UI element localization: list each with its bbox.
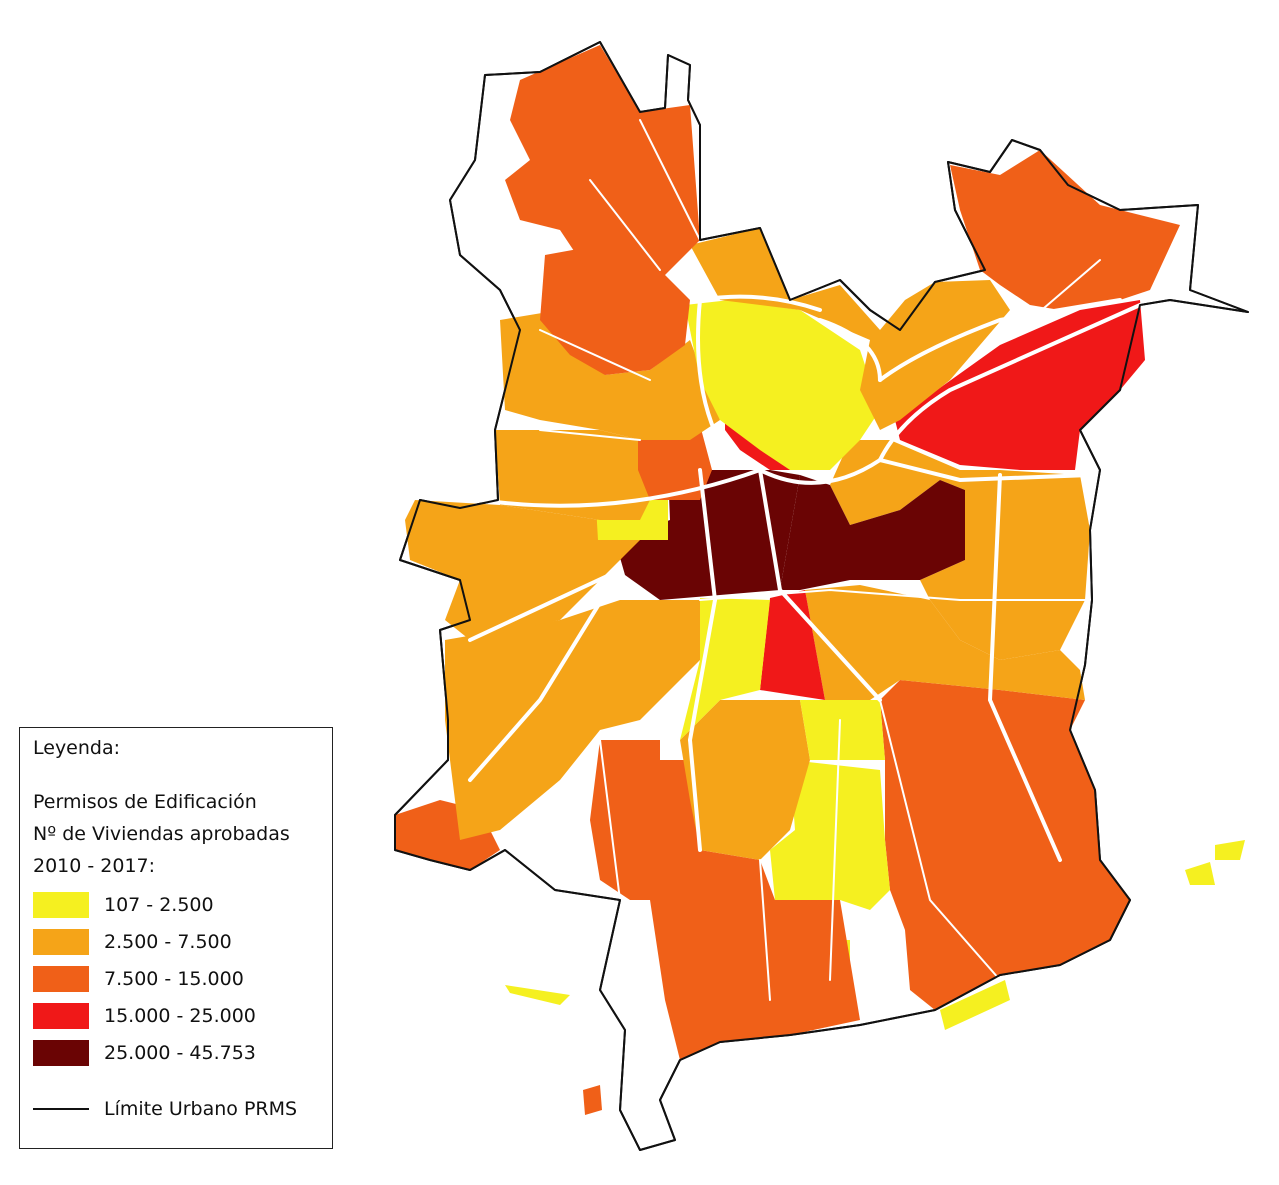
zone-san-miguel — [760, 590, 825, 700]
legend-subtitle-line-1: Permisos de Edificación — [33, 791, 257, 813]
zone-puente-alto-w — [650, 760, 860, 1060]
zone-pudahuel — [405, 500, 640, 640]
road-line — [698, 294, 822, 312]
road-line — [478, 468, 762, 508]
zone-nunoa — [830, 440, 1090, 660]
road-line — [698, 468, 717, 602]
zone-pac — [680, 598, 770, 740]
zone-west-b — [495, 430, 650, 520]
road-line — [599, 739, 621, 901]
zone-la-cisterna — [800, 700, 885, 760]
road-line — [589, 179, 661, 271]
zone-island-1 — [505, 985, 570, 1005]
boundary-line-symbol — [33, 1108, 89, 1110]
road-line — [539, 429, 641, 441]
road-line — [829, 719, 841, 981]
legend-swatch-1 — [33, 891, 89, 918]
legend-boundary-item: Límite Urbano PRMS — [33, 1098, 332, 1120]
zone-la-florida-n — [805, 585, 1085, 700]
legend-class-label-1: 107 - 2.500 — [104, 893, 214, 916]
road-line — [878, 303, 1142, 462]
legend-subtitle-line-2: Nº de Viviendas aprobadas — [33, 823, 290, 845]
road-line — [778, 588, 882, 702]
legend-class-label-2: 2.500 - 7.500 — [104, 930, 232, 953]
legend-class-3: 7.500 - 15.000 — [33, 960, 332, 997]
road-line — [758, 468, 782, 592]
road-line — [688, 598, 717, 742]
zone-west-a — [500, 310, 720, 440]
legend-subtitle-line-3: 2010 - 2017: — [33, 855, 156, 877]
road-line — [818, 318, 882, 382]
zone-maipu — [445, 600, 700, 840]
road-line — [696, 298, 732, 462]
road-line — [878, 298, 1122, 382]
road-line — [699, 588, 1086, 601]
road-line — [878, 458, 1092, 483]
legend-class-5: 25.000 - 45.753 — [33, 1034, 332, 1071]
zone-island-3 — [1185, 862, 1215, 885]
zone-el-bosque — [680, 700, 810, 860]
zone-la-florida — [880, 680, 1130, 1010]
legend-classes: 107 - 2.500 2.500 - 7.500 7.500 - 15.000… — [33, 886, 332, 1071]
zone-island-2 — [1215, 840, 1245, 860]
zone-lo-barnechea — [950, 150, 1180, 310]
legend-swatch-3 — [33, 965, 89, 992]
legend-swatch-5 — [33, 1039, 89, 1066]
legend-title: Leyenda: — [33, 737, 121, 759]
road-line — [468, 568, 622, 642]
road-line — [468, 568, 622, 782]
zone-island-5 — [583, 1085, 602, 1115]
legend-class-2: 2.500 - 7.500 — [33, 923, 332, 960]
road-line — [539, 329, 651, 381]
road-line — [1029, 259, 1101, 321]
zone-north-a — [690, 228, 1010, 430]
road-line — [639, 119, 701, 241]
zone-la-granja — [770, 760, 890, 910]
legend-swatch-4 — [33, 1002, 89, 1029]
legend-class-label-4: 15.000 - 25.000 — [104, 1004, 256, 1027]
legend-class-4: 15.000 - 25.000 — [33, 997, 332, 1034]
legend-swatch-2 — [33, 928, 89, 955]
legend-box: Leyenda: Permisos de Edificación Nº de V… — [19, 727, 333, 1149]
zone-island-4 — [940, 980, 1010, 1030]
legend-class-label-3: 7.500 - 15.000 — [104, 967, 244, 990]
zone-santiago-east — [780, 475, 965, 590]
road-line — [688, 738, 702, 852]
road-line — [879, 699, 1001, 981]
zone-recoleta — [685, 300, 880, 470]
legend-boundary-label: Límite Urbano PRMS — [104, 1098, 298, 1120]
zone-sw-a — [590, 740, 660, 900]
road-line — [987, 473, 1062, 862]
road-line — [759, 859, 771, 1001]
zone-north-west-a — [505, 45, 700, 300]
legend-class-1: 107 - 2.500 — [33, 886, 332, 923]
road-line — [758, 458, 882, 485]
urban-boundary-outline — [394, 41, 1249, 1151]
legend-class-label-5: 25.000 - 45.753 — [104, 1041, 256, 1064]
